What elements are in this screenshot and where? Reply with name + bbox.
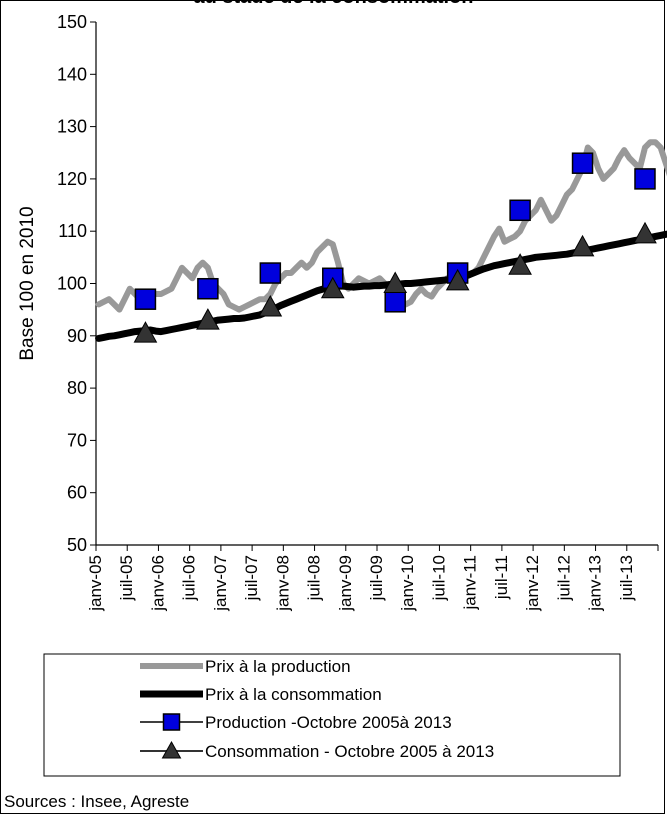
x-tick-label: juil-10 bbox=[429, 555, 448, 601]
y-tick-label: 120 bbox=[57, 169, 87, 189]
x-tick-label: janv-11 bbox=[461, 555, 480, 611]
consommation-marker bbox=[508, 253, 532, 275]
x-tick-label: janv-13 bbox=[586, 555, 605, 612]
consommation-marker bbox=[633, 221, 657, 244]
x-tick-label: juil-08 bbox=[305, 555, 324, 601]
consommation-marker bbox=[383, 271, 408, 293]
y-tick-label: 140 bbox=[57, 64, 87, 84]
production-marker bbox=[384, 291, 406, 313]
x-tick-label: juil-05 bbox=[117, 555, 136, 601]
legend-swatch-marker-2 bbox=[162, 713, 181, 731]
legend: Prix à la production Prix à la consommati… bbox=[43, 653, 621, 777]
consommation-marker bbox=[133, 321, 158, 343]
x-tick-label: janv-05 bbox=[86, 555, 105, 612]
y-tick-label: 90 bbox=[67, 326, 87, 346]
y-tick-label: 50 bbox=[67, 535, 87, 555]
x-tick-label: janv-08 bbox=[273, 555, 292, 612]
x-tick-label: juil-07 bbox=[242, 555, 261, 601]
x-tick-label: janv-12 bbox=[523, 555, 542, 612]
axes: 50 60 70 80 90 100 110 120 130 140 150 Base 100 en … bbox=[17, 12, 659, 612]
y-tick-label: 110 bbox=[58, 221, 87, 241]
production-marker bbox=[259, 262, 282, 284]
x-tick-label: janv-06 bbox=[148, 555, 167, 612]
consommation-marker bbox=[258, 294, 283, 317]
y-tick-label: 130 bbox=[57, 117, 87, 137]
y-tick-label: 70 bbox=[67, 430, 87, 450]
consommation-marker bbox=[320, 276, 345, 299]
x-tick-label: juil-09 bbox=[367, 555, 386, 601]
series-layer bbox=[95, 139, 667, 343]
production-marker bbox=[197, 277, 219, 300]
x-tick-label: juil-06 bbox=[180, 555, 199, 601]
source-note: Sources : Insee, Agreste bbox=[4, 792, 190, 811]
production-marker bbox=[134, 288, 157, 310]
legend-label-0: Prix à la production bbox=[205, 657, 351, 676]
y-axis-label: Base 100 en 2010 bbox=[17, 206, 38, 360]
y-tick-label: 80 bbox=[67, 378, 87, 398]
x-tick-label: juil-13 bbox=[617, 555, 636, 601]
production-marker bbox=[571, 152, 594, 174]
production-marker bbox=[509, 199, 531, 222]
x-tick-label: juil-12 bbox=[554, 555, 573, 601]
production-marker bbox=[634, 168, 656, 190]
consommation-marker bbox=[445, 268, 470, 291]
legend-label-2: Production -Octobre 2005à 2013 bbox=[205, 713, 452, 732]
consommation-marker bbox=[570, 234, 595, 257]
legend-label-1: Prix à la consommation bbox=[205, 685, 382, 704]
x-tick-label: juil-11 bbox=[492, 555, 511, 600]
y-tick-label: 150 bbox=[57, 12, 87, 32]
chart-title: au stade de la consommation bbox=[0, 0, 667, 9]
legend-swatch-marker-3 bbox=[161, 740, 182, 759]
x-tick-label: janv-09 bbox=[336, 555, 355, 612]
x-tick-label: janv-10 bbox=[398, 555, 417, 612]
y-tick-label: 60 bbox=[67, 483, 87, 503]
legend-label-3: Consommation - Octobre 2005 à 2013 bbox=[205, 742, 494, 761]
consommation-marker bbox=[196, 308, 220, 330]
y-tick-label: 100 bbox=[57, 274, 87, 294]
legend-box bbox=[43, 653, 621, 777]
x-tick-label: janv-07 bbox=[211, 555, 230, 612]
